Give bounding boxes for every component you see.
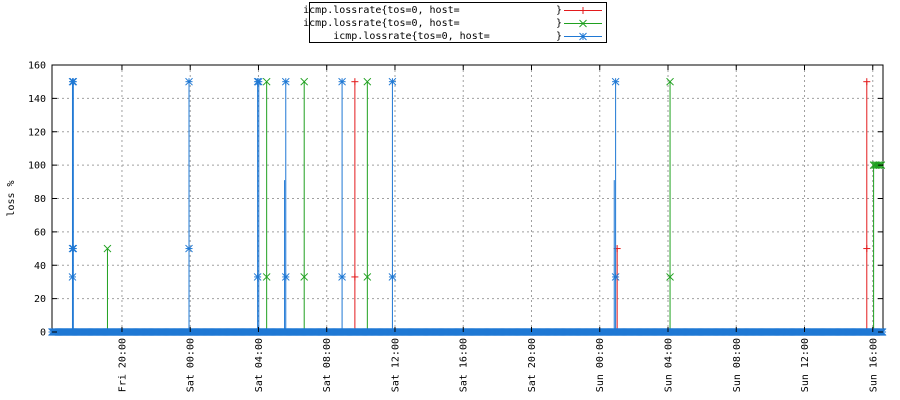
x-tick-label: Sat 08:00: [322, 338, 333, 392]
y-tick-label: 20: [34, 294, 46, 305]
y-tick-label: 160: [28, 61, 46, 72]
legend-item: icmp.lossrate{tos=0, host= }: [303, 4, 606, 17]
data-point: [611, 273, 620, 281]
data-point: [338, 273, 346, 281]
data-point: [666, 273, 674, 281]
y-tick-label: 60: [34, 227, 46, 238]
data-point: [388, 273, 397, 281]
x-tick-label: Sun 08:00: [732, 338, 743, 392]
legend-swatch: [564, 32, 602, 41]
legend-label: icmp.lossrate{tos=0, host= }: [303, 18, 562, 29]
x-tick-label: Sat 04:00: [254, 338, 265, 392]
y-tick-label: 100: [28, 161, 46, 172]
data-point: [351, 78, 359, 86]
data-point: [281, 273, 290, 281]
legend-label: icmp.lossrate{tos=0, host= }: [303, 5, 562, 16]
x-tick-label: Sat 20:00: [527, 338, 538, 392]
data-point: [863, 245, 871, 253]
x-tick-label: Sat 00:00: [186, 338, 197, 392]
data-point: [863, 78, 871, 86]
data-point: [388, 77, 397, 86]
data-point: [579, 32, 587, 41]
data-point: [579, 7, 587, 14]
x-tick-label: Sun 16:00: [868, 338, 879, 392]
legend-item: icmp.lossrate{tos=0, host= }: [303, 17, 606, 30]
y-axis-label: loss %: [6, 180, 17, 216]
series-1: [351, 78, 871, 332]
legend-swatch: [564, 19, 602, 28]
x-tick-label: Sat 16:00: [459, 338, 470, 392]
data-point: [579, 19, 587, 28]
data-point: [363, 273, 372, 281]
data-point: [666, 77, 674, 86]
y-tick-label: 140: [28, 94, 46, 105]
data-point: [613, 245, 621, 253]
legend-swatch: [564, 7, 602, 14]
y-axis-ticks: 0 20 40 60 80 100 120 140 160: [28, 61, 883, 339]
x-axis-ticks: Fri 20:00 Sat 00:00 Sat 04:00 Sat 08:00 Sat …: [117, 65, 879, 392]
data-point: [300, 77, 309, 86]
data-point: [262, 77, 271, 86]
data-point: [185, 244, 193, 253]
x-tick-label: Fri 20:00: [117, 338, 128, 392]
data-point: [254, 77, 263, 86]
baseline-series: [48, 328, 887, 336]
data-point: [69, 244, 78, 253]
grid: [52, 64, 883, 333]
y-tick-label: 80: [34, 194, 46, 205]
y-tick-label: 0: [40, 328, 46, 339]
data-point: [351, 273, 359, 281]
y-tick-label: 120: [28, 127, 46, 138]
data-point: [253, 273, 262, 281]
data-point: [611, 77, 620, 86]
series-3: [68, 77, 620, 332]
x-tick-label: Sun 12:00: [800, 338, 811, 392]
data-point: [300, 273, 309, 281]
data-point: [103, 244, 112, 253]
series-2: [103, 77, 886, 332]
x-tick-label: Sun 04:00: [663, 338, 674, 392]
data-point: [68, 273, 77, 281]
x-tick-label: Sat 12:00: [390, 338, 401, 392]
legend: icmp.lossrate{tos=0, host= } icmp.lossrat…: [303, 2, 607, 43]
legend-item: icmp.lossrate{tos=0, host= }: [310, 30, 606, 43]
data-point: [185, 77, 193, 86]
data-point: [262, 273, 271, 281]
y-tick-label: 40: [34, 261, 46, 272]
legend-label: icmp.lossrate{tos=0, host= }: [333, 31, 562, 42]
x-tick-label: Sun 00:00: [595, 338, 606, 392]
data-point: [363, 77, 372, 86]
data-point: [281, 77, 290, 86]
data-point: [338, 77, 346, 86]
data-point: [69, 77, 78, 86]
series-layer: [48, 77, 887, 336]
